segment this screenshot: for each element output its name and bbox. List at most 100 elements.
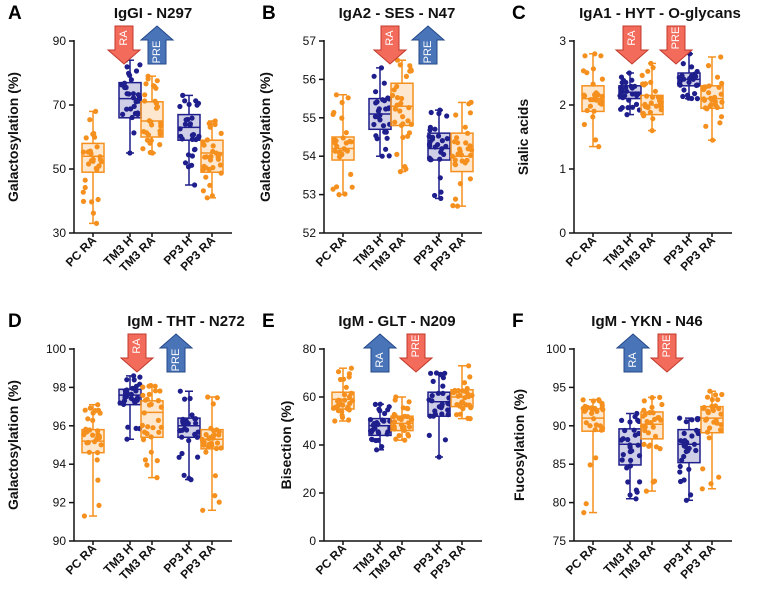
data-point [467,374,473,380]
data-point [93,108,99,114]
data-point [650,65,656,71]
data-point [590,114,596,120]
chart-title: IgM - GLT - N209 [338,313,455,330]
data-point [691,441,698,447]
data-point [187,122,193,128]
data-point [633,487,640,493]
data-point [466,402,472,408]
data-point [191,147,198,153]
data-point [193,98,199,104]
data-point [457,403,463,409]
data-point [383,146,389,152]
data-point [80,149,86,155]
data-point [369,437,375,443]
data-point [86,449,92,455]
data-point [120,111,126,117]
data-point [135,111,141,117]
data-point [183,117,189,123]
box-pp3-h [677,415,702,503]
data-point [590,66,597,72]
data-point [333,92,339,98]
data-point [135,98,142,104]
data-point [453,112,459,118]
data-point [629,77,635,83]
data-point [82,177,88,183]
data-point [446,401,452,407]
panel-a: A IgGI - N297 Galactosylation (%) 30 50 70 90 P… [5,3,232,275]
data-point [386,153,392,159]
x-tick-label: PC RA [563,233,600,270]
data-point [408,121,414,127]
data-point [704,394,711,400]
chart-title: IgM - YKN - N46 [591,313,702,330]
data-point [140,146,146,152]
data-point [655,94,661,100]
data-point [90,410,96,416]
data-point [332,404,338,410]
data-point [464,385,470,392]
data-point [394,95,401,101]
data-point [131,130,137,136]
data-point [85,416,91,422]
data-point [95,428,101,434]
data-point [437,156,443,162]
data-point [462,124,468,130]
data-point [595,92,601,98]
data-point [457,392,463,398]
data-point [380,97,386,103]
data-point [129,114,135,121]
data-point [652,478,658,484]
data-point [680,61,686,67]
data-point [216,499,222,505]
arrow-up-icon [362,333,398,373]
data-point [142,92,148,98]
data-point [719,391,725,398]
data-point [381,80,387,86]
chart-title: IgA2 - SES - N47 [339,5,456,22]
data-point [593,455,599,461]
arrow-down-icon [649,333,685,373]
y-tick-label: 100 [46,342,66,356]
data-point [432,411,438,417]
data-point [152,383,158,389]
arrow-ra-down: RA [372,25,408,65]
data-point [381,418,387,424]
data-point [341,146,347,152]
data-point [718,54,724,60]
arrow-label: PRE [410,335,422,358]
data-point [647,109,654,115]
data-point [716,84,722,90]
data-point [87,405,93,411]
data-point [200,507,206,513]
arrow-up-icon [158,333,194,373]
data-point [624,112,630,118]
arrow-label: RA [384,30,396,46]
data-point [94,450,101,456]
data-point [619,417,625,423]
data-point [384,431,390,437]
box-tm3-ra [139,382,164,481]
data-point [583,420,589,426]
data-point [336,154,343,160]
data-point [459,399,465,405]
arrow-up-icon [410,25,446,65]
data-point [403,73,409,79]
data-point [337,376,344,383]
data-point [436,110,442,117]
y-axis-label: Galactosylation (%) [5,72,21,202]
data-point [189,162,195,168]
data-point [390,414,397,420]
data-point [462,395,468,401]
arrow-pre-up: PRE [139,25,175,65]
data-point [213,445,220,452]
y-tick-label: 100 [546,342,566,356]
data-point [469,392,475,398]
data-point [700,466,706,472]
data-point [587,423,593,429]
data-point [400,134,406,140]
data-point [194,434,200,440]
data-point [80,189,86,195]
data-point [641,398,647,404]
data-point [632,432,638,438]
data-point [591,416,597,422]
